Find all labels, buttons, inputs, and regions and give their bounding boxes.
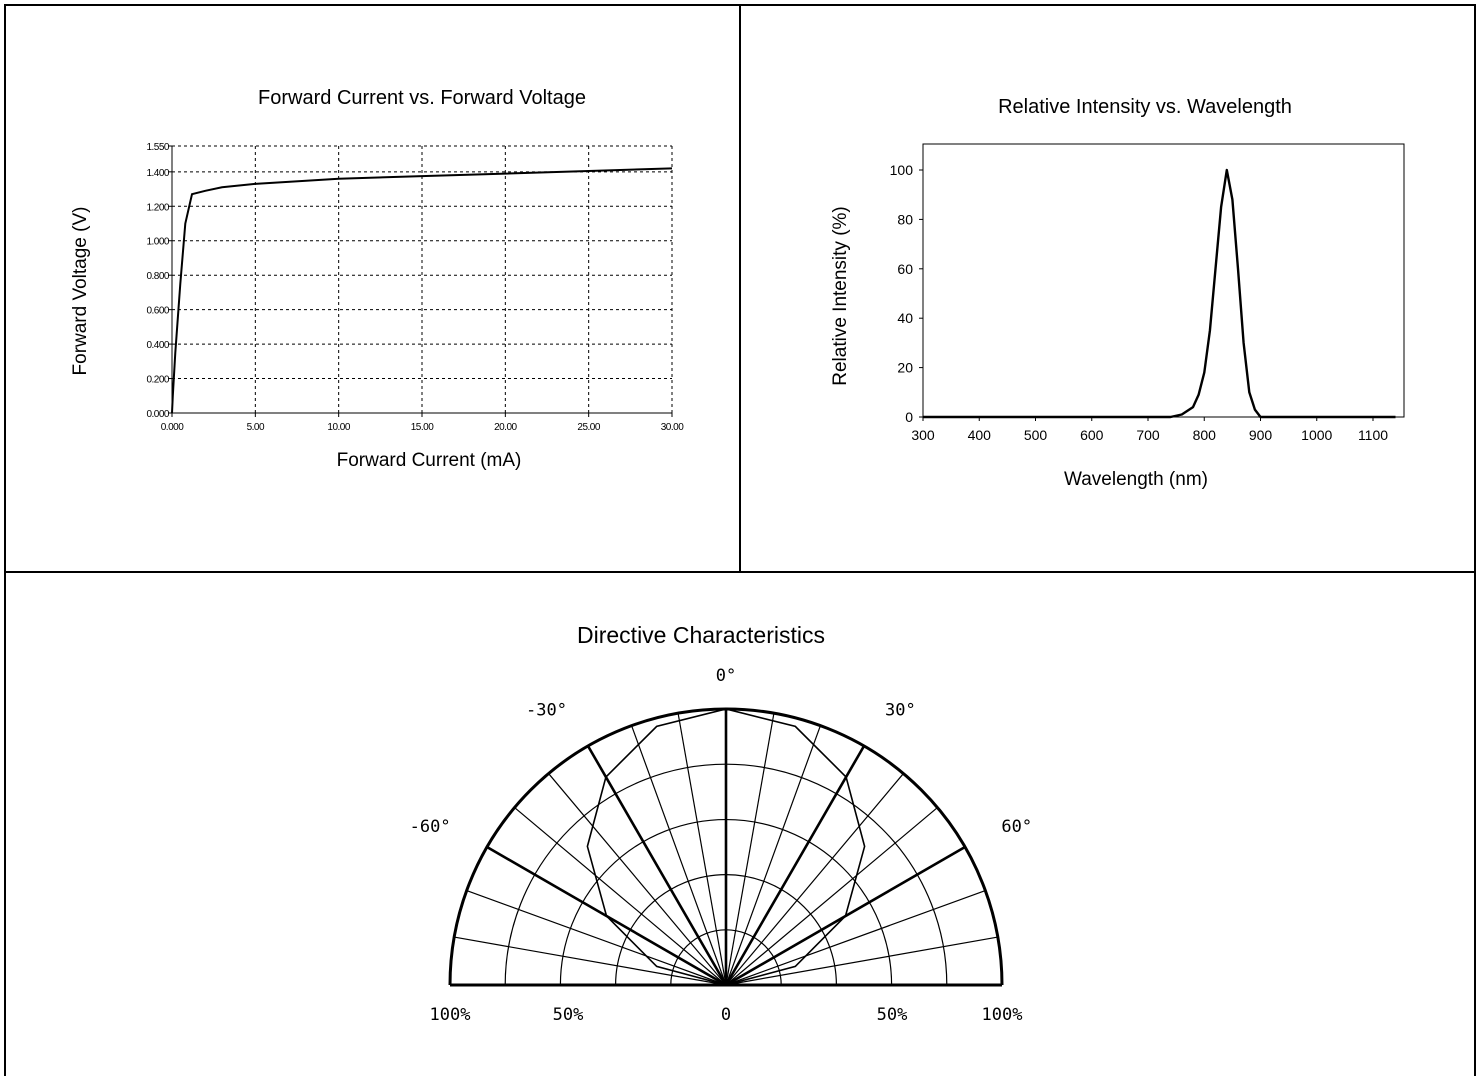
polar-labels: 0° 30° 60° -30° -60° 100% 50% 0 50% 100% bbox=[410, 666, 1032, 1025]
y-tick-label: 1.550 bbox=[146, 142, 169, 153]
angle-label: 30° bbox=[885, 701, 916, 721]
angle-label: -60° bbox=[410, 817, 451, 837]
x-tick-label: 10.00 bbox=[327, 422, 350, 433]
radial-label: 0 bbox=[721, 1005, 731, 1025]
x-tick-label: 30.00 bbox=[661, 422, 684, 433]
grid bbox=[171, 145, 673, 414]
x-tick-label: 400 bbox=[968, 427, 992, 443]
x-tick-label: 5.00 bbox=[247, 422, 265, 433]
angle-spoke bbox=[586, 745, 728, 986]
polar-grid bbox=[448, 707, 1004, 987]
angle-spoke bbox=[454, 936, 727, 986]
angle-label: 0° bbox=[716, 666, 736, 686]
series bbox=[586, 708, 866, 986]
angle-spoke bbox=[725, 807, 938, 986]
angle-spoke bbox=[724, 745, 866, 986]
y-tick-label: 20 bbox=[897, 360, 913, 376]
x-tick-label: 800 bbox=[1193, 427, 1217, 443]
y-tick-label: 0.600 bbox=[146, 306, 169, 317]
radial-label: 100% bbox=[982, 1005, 1023, 1025]
series-line bbox=[923, 168, 1396, 419]
y-tick-label: 100 bbox=[890, 162, 914, 178]
x-tick-label: 20.00 bbox=[494, 422, 517, 433]
angle-label: -30° bbox=[526, 701, 567, 721]
y-tick-label: 0.200 bbox=[146, 375, 169, 386]
chart-title: Directive Characteristics bbox=[577, 622, 825, 648]
y-tick-label: 1.200 bbox=[146, 202, 169, 213]
y-axis-label: Forward Voltage (V) bbox=[70, 207, 91, 376]
radial-label: 50% bbox=[877, 1005, 908, 1025]
x-tick-label: 25.00 bbox=[577, 422, 600, 433]
y-tick-label: 80 bbox=[897, 211, 913, 227]
y-tick-label: 40 bbox=[897, 310, 913, 326]
radial-label: 50% bbox=[553, 1005, 584, 1025]
directive-chart-panel: Directive Characteristics 0° 30° 60° -30° -6… bbox=[4, 571, 1476, 1076]
angle-label: 60° bbox=[1001, 817, 1032, 837]
x-tick-label: 1000 bbox=[1301, 427, 1332, 443]
radial-label: 100% bbox=[430, 1005, 471, 1025]
directive-chart: Directive Characteristics 0° 30° 60° -30° -6… bbox=[410, 622, 1032, 1025]
ticks: 300 400 500 600 700 800 900 1000 1100 0 20 40 60 80 10… bbox=[890, 162, 1389, 443]
y-tick-label: 1.400 bbox=[146, 168, 169, 179]
x-tick-label: 15.00 bbox=[411, 422, 434, 433]
angle-spoke bbox=[631, 725, 727, 986]
x-axis-label: Forward Current (mA) bbox=[337, 450, 522, 471]
x-tick-label: 0.000 bbox=[161, 422, 184, 433]
pattern-curve bbox=[586, 708, 866, 986]
chart-title: Relative Intensity vs. Wavelength bbox=[998, 96, 1292, 118]
x-tick-label: 300 bbox=[911, 427, 935, 443]
x-tick-label: 900 bbox=[1249, 427, 1273, 443]
y-tick-label: 0 bbox=[905, 409, 913, 425]
angle-spoke bbox=[466, 890, 727, 986]
x-tick-label: 1100 bbox=[1358, 427, 1388, 443]
x-tick-label: 500 bbox=[1024, 427, 1048, 443]
chart-title: Forward Current vs. Forward Voltage bbox=[258, 87, 586, 109]
x-axis-label: Wavelength (nm) bbox=[1064, 469, 1208, 490]
angle-spoke bbox=[548, 773, 727, 986]
angle-spoke bbox=[514, 807, 727, 986]
iv-chart: Forward Current vs. Forward Voltage Forw… bbox=[70, 87, 685, 471]
x-tick-label: 700 bbox=[1136, 427, 1160, 443]
y-axis-label: Relative Intensity (%) bbox=[830, 206, 851, 386]
angle-spoke bbox=[725, 713, 775, 986]
series bbox=[923, 168, 1396, 419]
series-line bbox=[171, 167, 673, 414]
angle-spoke bbox=[725, 936, 998, 986]
spectrum-chart: Relative Intensity vs. Wavelength Wavele… bbox=[830, 96, 1405, 490]
x-tick-label: 600 bbox=[1080, 427, 1104, 443]
spectrum-chart-panel: Relative Intensity vs. Wavelength Wavele… bbox=[739, 4, 1476, 573]
y-tick-label: 0.400 bbox=[146, 340, 169, 351]
iv-chart-panel: Forward Current vs. Forward Voltage Forw… bbox=[4, 4, 741, 573]
angle-spoke bbox=[677, 713, 727, 986]
y-tick-label: 0.000 bbox=[146, 409, 169, 420]
plot-frame bbox=[922, 143, 1405, 418]
angle-spoke bbox=[725, 725, 821, 986]
y-tick-label: 60 bbox=[897, 261, 913, 277]
y-tick-label: 1.000 bbox=[146, 237, 169, 248]
angle-spoke bbox=[725, 773, 904, 986]
y-tick-label: 0.800 bbox=[146, 271, 169, 282]
series bbox=[171, 167, 673, 414]
angle-spoke bbox=[725, 890, 986, 986]
ticks: 0.000 5.00 10.00 15.00 20.00 25.00 30.00 0.000 0… bbox=[146, 142, 684, 433]
